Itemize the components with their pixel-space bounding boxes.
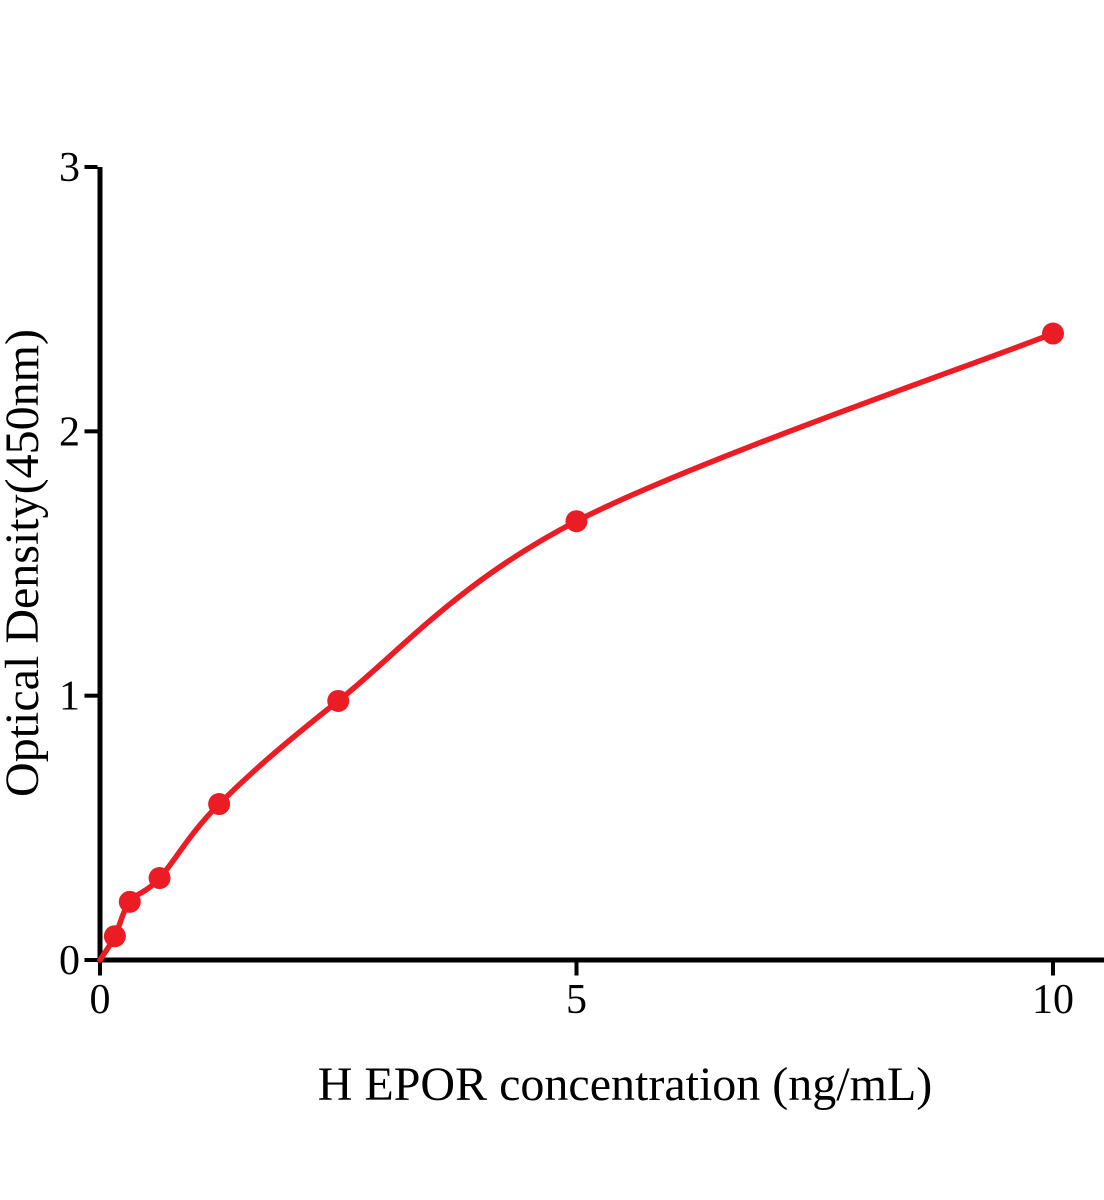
- y-tick-label: 3: [59, 145, 80, 191]
- data-point: [565, 510, 588, 533]
- axis-tick-labels: 0 5 10 0 1 2 3: [59, 145, 1074, 1023]
- data-point: [208, 793, 231, 816]
- y-axis-label: Optical Density(450nm): [0, 329, 49, 797]
- data-point: [118, 890, 141, 913]
- x-tick-label: 5: [566, 977, 587, 1023]
- axis-ticks: [84, 165, 1055, 976]
- data-point: [327, 689, 350, 712]
- data-points: [103, 322, 1064, 948]
- data-point: [103, 925, 126, 948]
- data-point: [1042, 322, 1064, 345]
- x-tick-label: 0: [90, 977, 111, 1023]
- standard-curve-line: [97, 330, 1056, 963]
- axes: [97, 167, 1104, 963]
- x-tick-label: 10: [1032, 977, 1074, 1023]
- y-tick-label: 2: [59, 409, 80, 455]
- data-point: [148, 867, 171, 890]
- x-axis-label: H EPOR concentration (ng/mL): [318, 1058, 933, 1111]
- y-tick-label: 1: [59, 674, 80, 720]
- y-tick-label: 0: [59, 938, 80, 984]
